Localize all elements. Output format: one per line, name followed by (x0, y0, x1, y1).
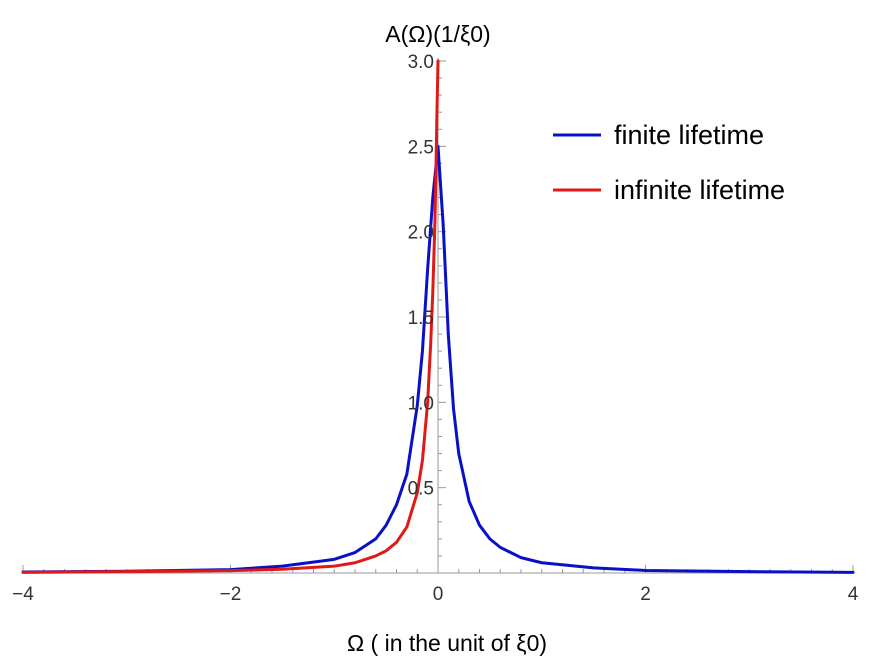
y-tick-label: 2.0 (408, 223, 434, 244)
y-tick-label: 0.5 (408, 479, 434, 500)
x-tick-label: 2 (640, 584, 651, 605)
legend: finite lifetime infinite lifetime (553, 120, 785, 205)
legend-label-infinite-lifetime: infinite lifetime (614, 175, 785, 205)
y-tick-label: 3.0 (408, 52, 434, 73)
x-tick-label: −4 (12, 584, 34, 605)
y-tick-label: 2.5 (408, 137, 434, 158)
x-tick-label: −2 (220, 584, 242, 605)
tick-labels: −4 −2 0 2 4 0.5 1.0 1.5 2.0 2.5 3.0 (12, 52, 859, 605)
series-line-finite-lifetime (21, 144, 855, 574)
y-tick-label: 1.0 (408, 393, 434, 414)
legend-label-finite-lifetime: finite lifetime (614, 120, 764, 150)
y-tick-label: 1.5 (408, 308, 434, 329)
y-axis-title: A(Ω)(1/ξ0) (385, 21, 490, 47)
x-axis-title: Ω ( in the unit of ξ0) (347, 630, 547, 656)
x-tick-label: 0 (433, 584, 444, 605)
series-group (21, 59, 855, 574)
series-line-infinite-lifetime (21, 59, 440, 574)
x-tick-label: 4 (848, 584, 859, 605)
